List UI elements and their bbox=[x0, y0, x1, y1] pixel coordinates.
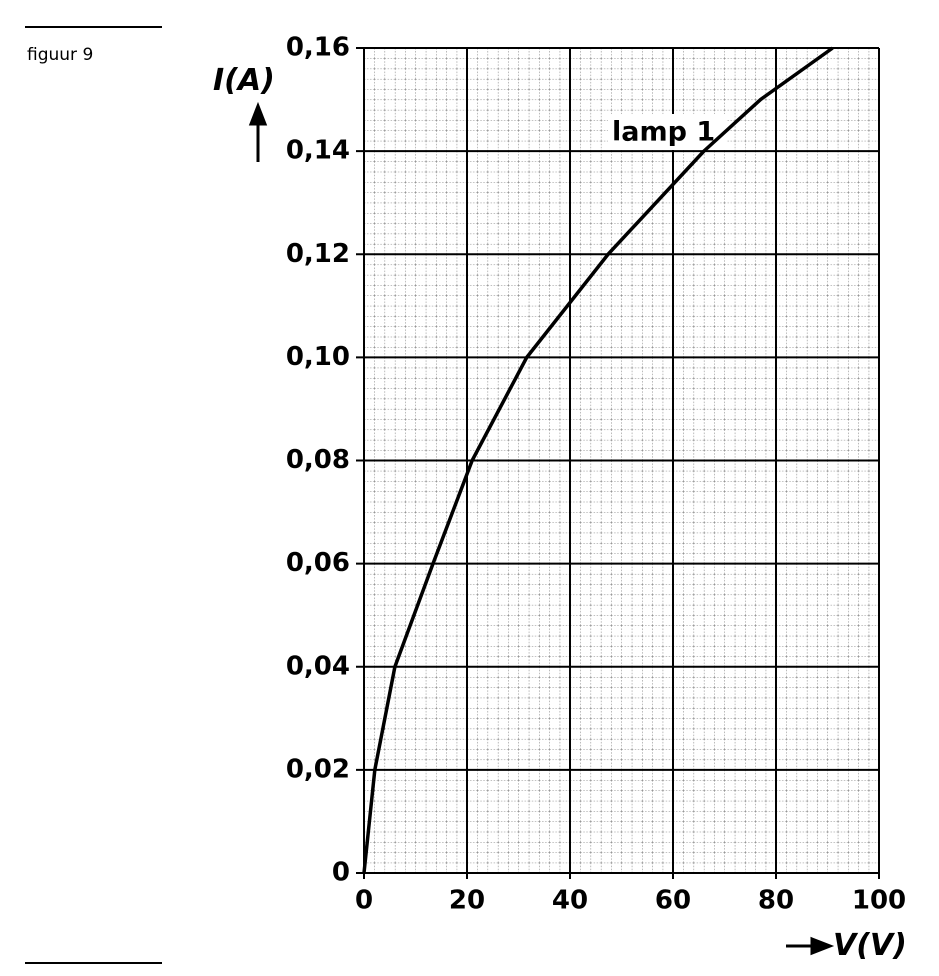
y-tick-label: 0 bbox=[332, 858, 350, 888]
annotation-bg bbox=[608, 114, 726, 150]
x-tick-label: 60 bbox=[655, 886, 691, 916]
y-tick-label: 0,16 bbox=[286, 33, 350, 63]
x-tick-label: 80 bbox=[758, 886, 794, 916]
y-arrow bbox=[248, 101, 268, 162]
y-tick-label: 0,12 bbox=[286, 239, 350, 269]
x-tick-label: 100 bbox=[852, 886, 906, 916]
series-line bbox=[362, 46, 834, 874]
x-tick-label: 40 bbox=[552, 886, 588, 916]
x-tick-label: 0 bbox=[355, 886, 373, 916]
x-arrow bbox=[786, 936, 835, 956]
caption: figuur 9 bbox=[27, 45, 93, 65]
annotation: lamp 1 bbox=[612, 117, 715, 148]
y-tick-label: 0,10 bbox=[286, 342, 350, 372]
x-axis-label: V(V) bbox=[833, 928, 907, 963]
y-tick-label: 0,02 bbox=[286, 754, 350, 784]
y-tick-label: 0,14 bbox=[286, 136, 350, 166]
x-tick-label: 20 bbox=[449, 886, 485, 916]
y-tick-label: 0,04 bbox=[286, 651, 350, 681]
y-tick-label: 0,06 bbox=[286, 548, 350, 578]
y-tick-label: 0,08 bbox=[286, 445, 350, 475]
y-axis-label: I(A) bbox=[213, 63, 275, 98]
